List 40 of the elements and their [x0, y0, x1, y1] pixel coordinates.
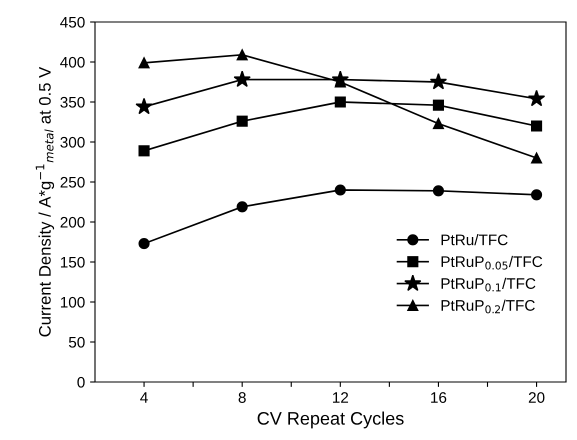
y-tick-label: 300 — [60, 136, 85, 148]
point — [334, 184, 346, 196]
x-tick-label: 12 — [332, 392, 348, 403]
point — [236, 116, 248, 127]
y-tick-label: 150 — [60, 256, 85, 268]
legend-label: PtRuP$_{0.2}$/TFC — [442, 300, 535, 314]
x-tick-label: 8 — [238, 392, 246, 403]
point — [234, 70, 251, 88]
point — [138, 57, 150, 68]
point — [531, 120, 542, 132]
x-tick-label: 4 — [140, 392, 148, 403]
point — [138, 145, 150, 156]
x-tick-label: 16 — [431, 392, 446, 403]
point — [531, 189, 542, 200]
point — [432, 100, 444, 111]
point — [236, 201, 248, 212]
point — [432, 185, 444, 196]
y-tick-label: 400 — [60, 56, 85, 68]
y-tick-label: 200 — [60, 216, 85, 228]
y-tick-label: 100 — [60, 296, 85, 308]
y-tick-label: 250 — [60, 176, 85, 188]
point — [332, 70, 349, 88]
y-axis-title: Current Density / A*g$^{−1}$$_{metal}$ at 0.5 V — [36, 66, 54, 336]
y-tick-label: 0 — [77, 376, 85, 388]
x-axis-title: CV Repeat Cycles — [258, 412, 404, 428]
legend-label: PtRu/TFC — [442, 234, 508, 246]
legend-label: PtRuP$_{0.05}$/TFC — [442, 256, 542, 270]
point — [531, 152, 542, 164]
point — [432, 118, 444, 130]
point — [334, 96, 346, 108]
x-tick-label: 20 — [528, 392, 544, 403]
y-tick-label: 50 — [68, 336, 85, 348]
point — [135, 98, 153, 114]
y-tick-label: 450 — [60, 16, 85, 28]
point — [138, 238, 150, 250]
legend-label: PtRuP$_{0.1}$/TFC — [442, 278, 536, 292]
point — [430, 72, 448, 90]
y-tick-label: 350 — [60, 96, 85, 108]
point — [528, 90, 546, 106]
point — [236, 49, 248, 60]
